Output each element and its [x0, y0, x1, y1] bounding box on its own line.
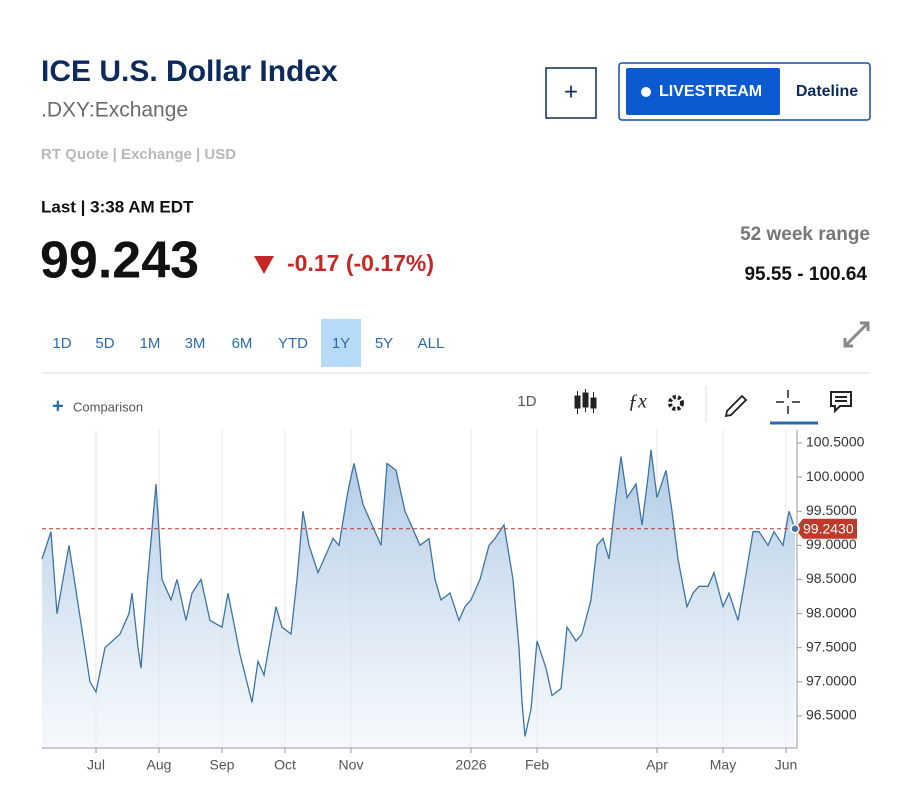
comparison-plus[interactable]: + — [52, 395, 64, 417]
y-tick-label: 99.5000 — [806, 502, 857, 518]
down-arrow — [254, 256, 274, 274]
crosshair-icon[interactable] — [776, 390, 800, 414]
range-tab[interactable]: 1M — [140, 335, 161, 352]
x-tick-label: Jun — [775, 757, 798, 773]
range-tab[interactable]: ALL — [418, 335, 445, 352]
y-tick-label: 96.5000 — [806, 707, 857, 723]
x-tick-label: Oct — [274, 757, 296, 773]
settings-icon[interactable] — [668, 395, 684, 411]
draw-icon[interactable] — [724, 394, 748, 418]
candle-icon[interactable] — [574, 389, 597, 414]
last-price-tag — [795, 518, 857, 539]
dateline-label[interactable]: Dateline — [796, 83, 858, 100]
livestream-label[interactable]: LIVESTREAM — [659, 83, 762, 100]
price-line — [41, 449, 796, 737]
last-label: Last | 3:38 AM EDT — [41, 197, 194, 216]
last-point — [790, 523, 800, 534]
y-tick-label: 99.0000 — [806, 536, 857, 552]
range-tab[interactable]: 3M — [185, 335, 206, 352]
range-tab[interactable]: 5D — [95, 335, 114, 352]
x-tick-label: Nov — [339, 757, 364, 773]
y-tick-label: 97.0000 — [806, 673, 857, 689]
livestream-button[interactable] — [626, 68, 780, 115]
comparison[interactable]: Comparison — [73, 399, 143, 414]
last-price-label: 99.2430 — [803, 520, 854, 536]
x-tick-label: May — [710, 757, 736, 773]
range-label: 52 week range — [740, 224, 870, 245]
y-tick-label: 100.0000 — [806, 468, 865, 484]
x-tick-label: Apr — [646, 757, 668, 773]
x-tick-label: Aug — [147, 757, 172, 773]
range-tab[interactable]: 5Y — [375, 335, 393, 352]
add-button[interactable] — [545, 67, 597, 119]
range-tabs: 1D 5D 1M 3M 6M YTD 1Y 5Y ALL — [52, 319, 444, 367]
symbol: .DXY:Exchange — [41, 99, 188, 122]
price: 99.243 — [40, 232, 199, 290]
comment-icon[interactable] — [830, 391, 852, 414]
interval[interactable]: 1D — [517, 393, 536, 410]
meta: RT Quote | Exchange | USD — [41, 146, 236, 163]
range-tab[interactable]: 6M — [232, 335, 253, 352]
range-tab[interactable]: YTD — [278, 335, 308, 352]
area-fill — [42, 449, 795, 748]
selected-tab[interactable] — [321, 319, 361, 367]
live-dot — [641, 87, 651, 97]
expand-icon[interactable] — [843, 321, 870, 348]
add-button-label[interactable]: + — [564, 78, 578, 105]
x-tick-label: Feb — [525, 757, 549, 773]
range-tab[interactable]: 1D — [52, 335, 71, 352]
y-tick-label: 98.0000 — [806, 604, 857, 620]
range: 95.55 - 100.64 — [744, 264, 867, 285]
change: -0.17 (-0.17%) — [287, 250, 434, 276]
y-tick-label: 100.5000 — [806, 434, 865, 450]
y-tick-label: 97.5000 — [806, 638, 857, 654]
title: ICE U.S. Dollar Index — [41, 55, 338, 88]
range-tab[interactable]: 1Y — [332, 335, 350, 352]
fx-icon[interactable]: ƒx — [628, 391, 647, 413]
x-tick-label: Jul — [87, 757, 105, 773]
y-tick-label: 98.5000 — [806, 570, 857, 586]
x-tick-label: Sep — [210, 757, 235, 773]
chart: Jul Aug Sep Oct Nov 2026 Feb Apr May Jun 96.5000 97… — [41, 430, 865, 773]
x-tick-label: 2026 — [455, 757, 486, 773]
